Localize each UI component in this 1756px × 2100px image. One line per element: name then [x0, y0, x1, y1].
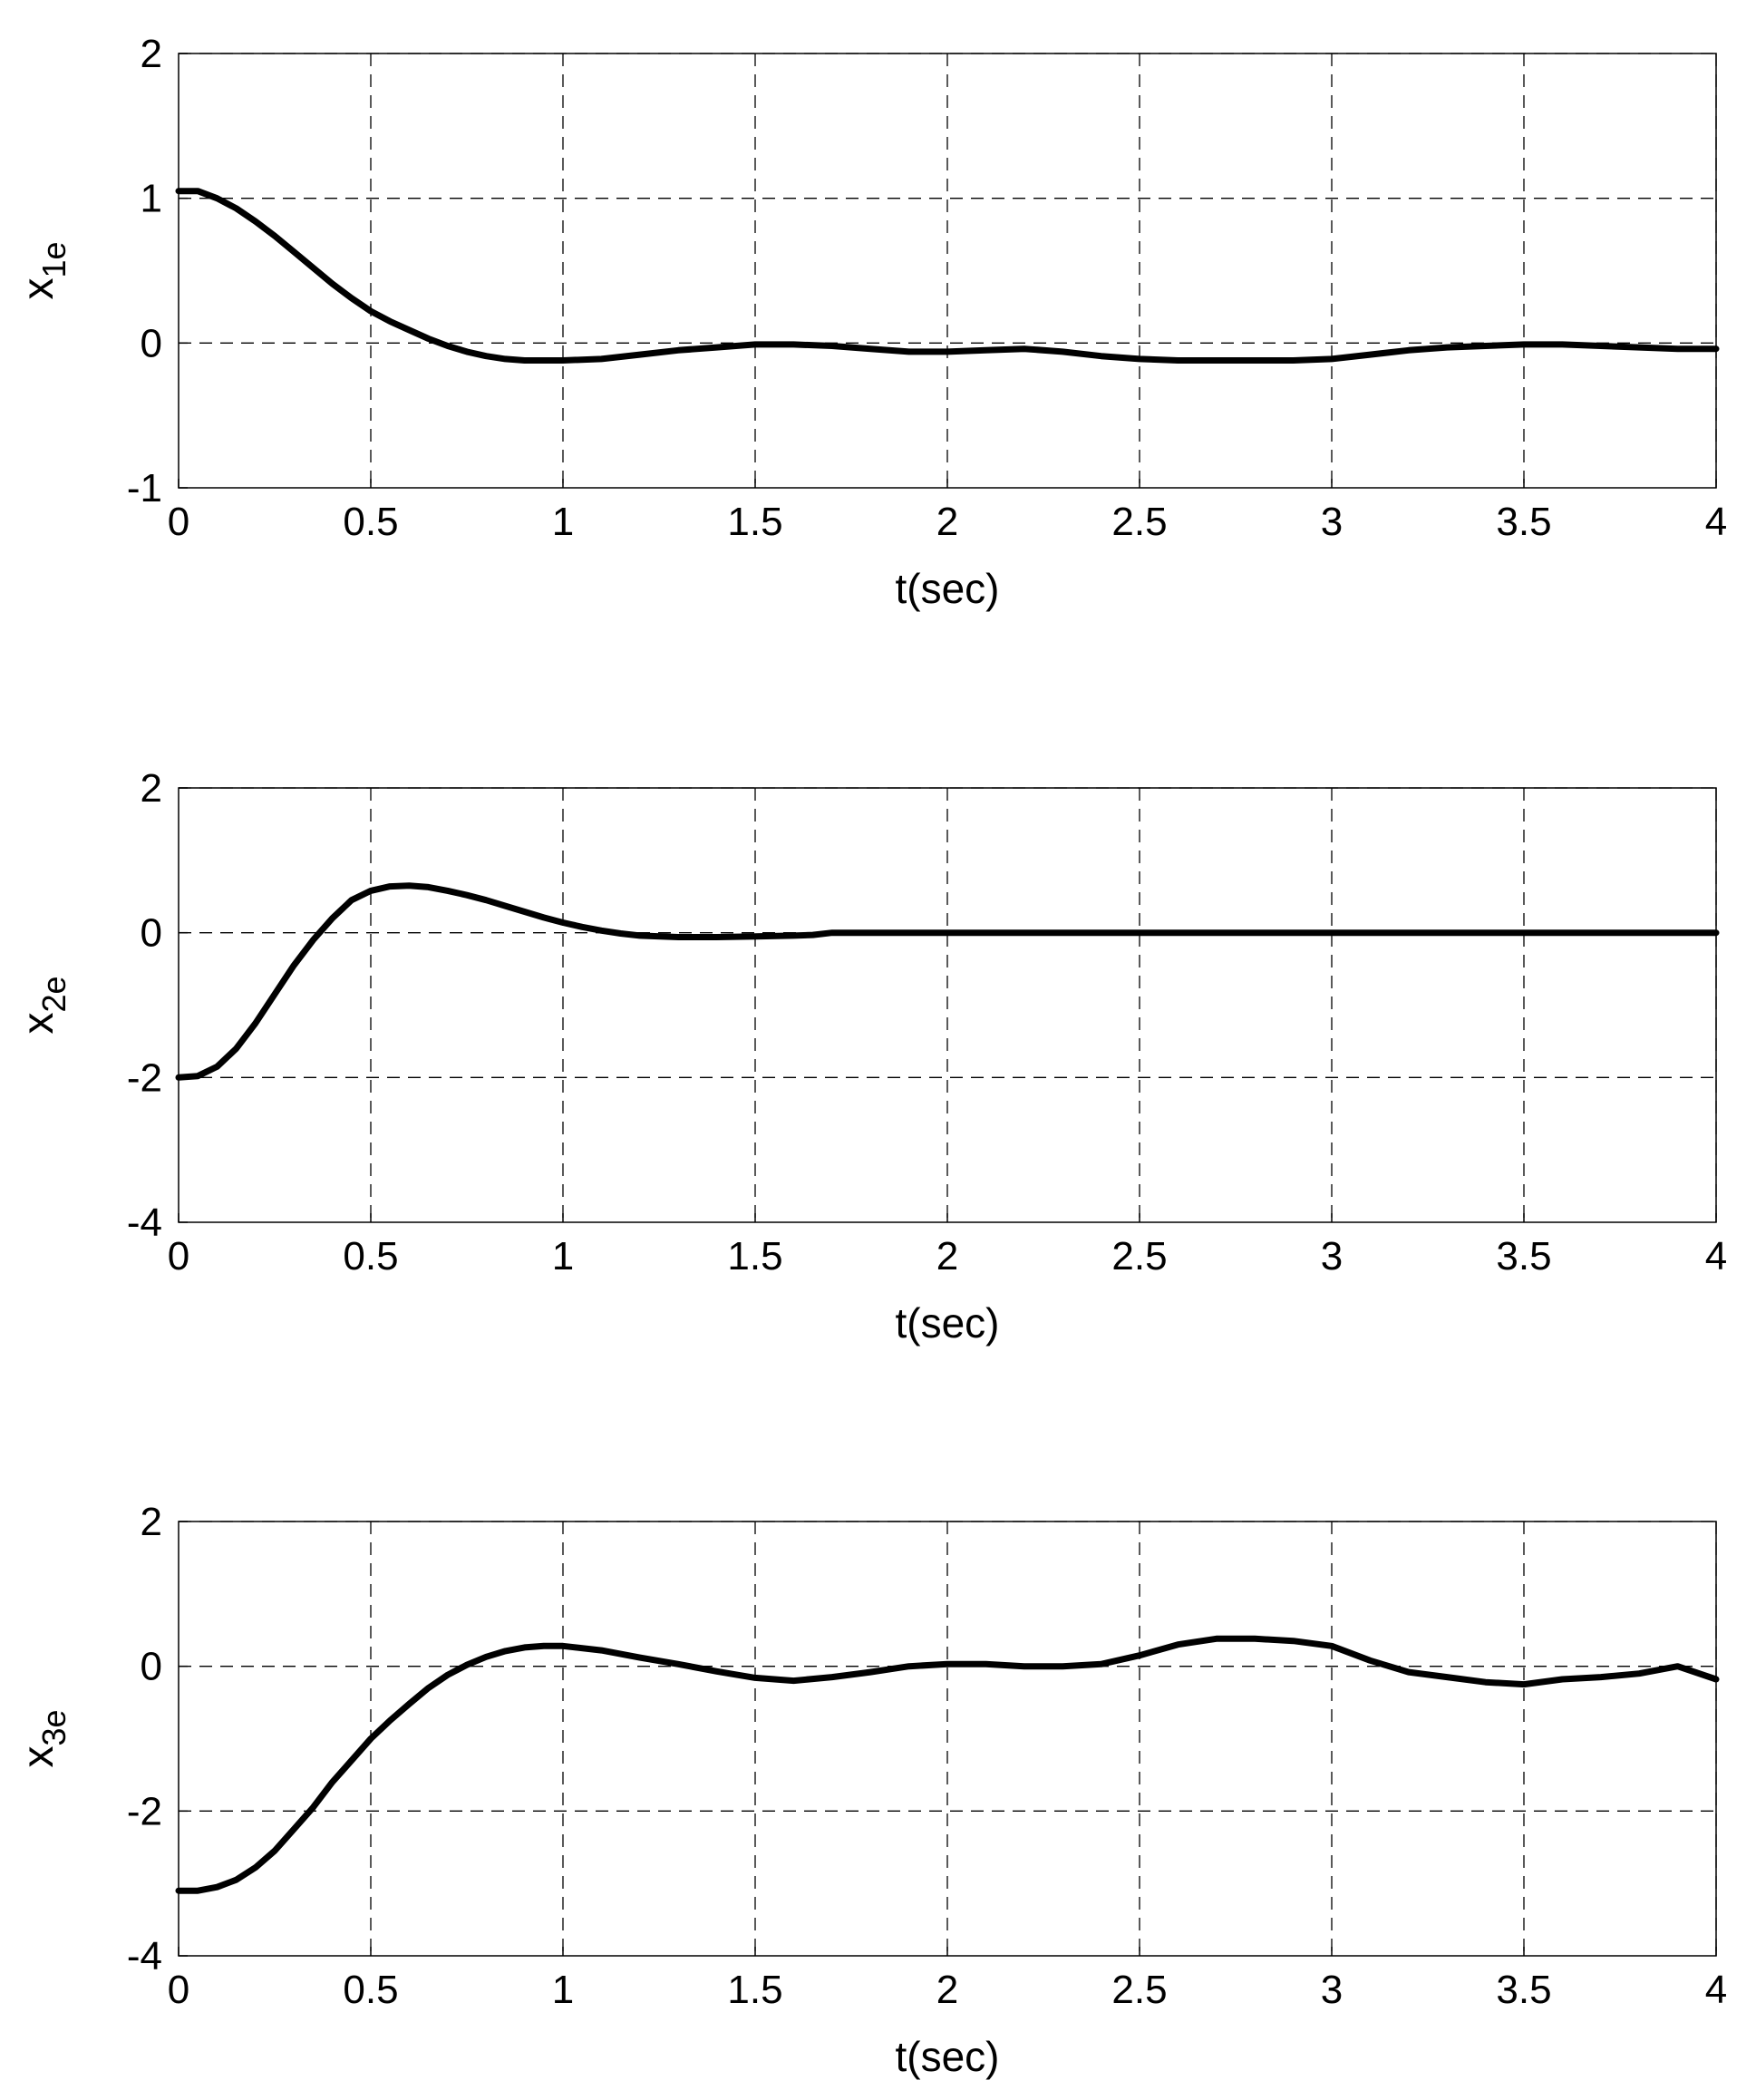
- x-tick-label: 1.5: [727, 1968, 782, 2012]
- chart-panel-2: 0 0.5 1 1.5 2 2.5 3 3.5 4 -4 -2 0 2 t(sec) x2e: [15, 766, 1727, 1347]
- x-tick-label: 0.5: [343, 1968, 398, 2012]
- y-tick-label: 2: [141, 1500, 162, 1544]
- x-tick-label: 4: [1705, 500, 1727, 544]
- x-tick-label: 1: [552, 1234, 574, 1278]
- x-tick-label: 4: [1705, 1234, 1727, 1278]
- x-tick-label: 3.5: [1496, 500, 1551, 544]
- x-tick-label: 0.5: [343, 1234, 398, 1278]
- x-tick-label: 2: [936, 500, 958, 544]
- y-tick-label: -2: [127, 1789, 162, 1833]
- series-line-1: [175, 1635, 1720, 1894]
- y-tick-label: 0: [141, 321, 162, 365]
- y-tick-label: -2: [127, 1055, 162, 1100]
- y-tick-label: 2: [141, 766, 162, 811]
- x-tick-label: 3: [1321, 500, 1343, 544]
- x-axis-label: t(sec): [896, 2033, 1000, 2080]
- x-tick-label: 2.5: [1111, 1968, 1167, 2012]
- y-axis-label-base: x: [15, 278, 63, 300]
- y-tick-label: 2: [141, 32, 162, 76]
- y-tick-label: 1: [141, 177, 162, 221]
- y-axis-label-base: x: [15, 1746, 63, 1768]
- x-tick-label: 2.5: [1111, 1234, 1167, 1278]
- y-axis-label: x3e: [15, 1709, 73, 1767]
- x-tick-label: 1.5: [727, 500, 782, 544]
- x-tick-label: 0: [168, 500, 189, 544]
- y-axis-label-base: x: [15, 1013, 63, 1035]
- y-tick-label: 0: [141, 911, 162, 956]
- x-tick-label: 1.5: [727, 1234, 782, 1278]
- x-tick-label: 0: [168, 1968, 189, 2012]
- x-tick-label: 4: [1705, 1968, 1727, 2012]
- x-tick-label: 0: [168, 1234, 189, 1278]
- y-axis-label-subscript: 1e: [35, 241, 73, 277]
- chart-panel-3: 0 0.5 1 1.5 2 2.5 3 3.5 4 -4 -2 0 2 t(sec) x3e: [15, 1500, 1727, 2080]
- x-tick-label: 1: [552, 500, 574, 544]
- y-axis-label: x1e: [15, 241, 73, 299]
- y-axis-label: x2e: [15, 976, 73, 1034]
- x-tick-label: 0.5: [343, 500, 398, 544]
- series-line-1: [175, 188, 1720, 364]
- series-line-1: [175, 882, 1720, 1081]
- x-tick-label: 1: [552, 1968, 574, 2012]
- y-tick-label: 0: [141, 1645, 162, 1689]
- y-tick-label: -4: [127, 1201, 162, 1245]
- y-axis-label-subscript: 2e: [35, 976, 73, 1012]
- x-axis-label: t(sec): [896, 565, 1000, 612]
- x-tick-label: 3: [1321, 1234, 1343, 1278]
- x-tick-label: 3: [1321, 1968, 1343, 2012]
- y-tick-label: -1: [127, 466, 162, 510]
- x-tick-label: 2: [936, 1968, 958, 2012]
- x-tick-label: 3.5: [1496, 1968, 1551, 2012]
- x-tick-label: 2: [936, 1234, 958, 1278]
- x-tick-label: 3.5: [1496, 1234, 1551, 1278]
- x-tick-label: 2.5: [1111, 500, 1167, 544]
- x-axis-label: t(sec): [896, 1299, 1000, 1347]
- y-tick-label: -4: [127, 1934, 162, 1978]
- y-axis-label-subscript: 3e: [35, 1709, 73, 1745]
